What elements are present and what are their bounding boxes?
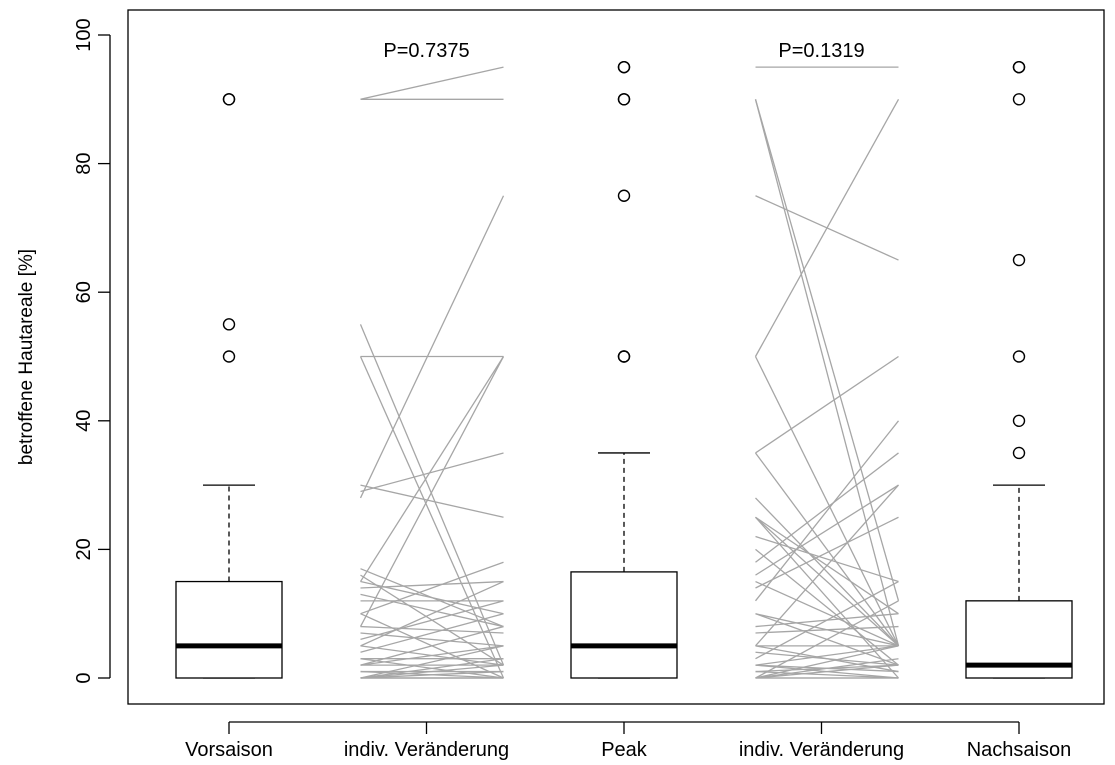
outlier-point (617, 350, 631, 363)
change-line (755, 645, 899, 679)
change-line (755, 664, 899, 679)
change-line (359, 356, 505, 582)
change-line (360, 600, 504, 641)
change-line (755, 516, 899, 647)
boxplots (175, 60, 1073, 679)
outlier-point (1012, 446, 1026, 460)
y-axis-title: betroffene Hautareale [%] (16, 249, 37, 465)
y-axis: 0 20 40 60 80 100 (73, 18, 111, 684)
change-line (754, 98, 900, 357)
y-tick-label: 0 (73, 672, 95, 683)
outlier-point (1012, 253, 1026, 267)
change-line (754, 356, 900, 647)
y-tick-label: 100 (73, 18, 95, 51)
change-line (754, 99, 900, 647)
change-line (360, 66, 504, 100)
change-line (754, 420, 900, 602)
x-axis: Vorsaison indiv. Veränderung Peak indiv. Ve… (185, 721, 1072, 761)
change-line (359, 356, 505, 679)
box-iqr (175, 580, 283, 679)
change-line (360, 632, 504, 647)
outlier-point (222, 93, 236, 106)
change-line (360, 452, 504, 493)
change-line (360, 593, 504, 628)
outlier-point (1012, 93, 1026, 106)
y-tick-label: 60 (73, 281, 95, 303)
change-line (754, 452, 900, 647)
outlier-point (222, 318, 236, 331)
change-line (755, 625, 899, 634)
outlier-point (1012, 414, 1026, 427)
y-tick-label: 20 (73, 538, 95, 560)
change-line (755, 658, 899, 679)
y-tick-label: 40 (73, 410, 95, 432)
change-line (360, 625, 504, 634)
change-line (755, 516, 899, 589)
outlier-point (617, 60, 631, 74)
x-tick-label: Vorsaison (185, 739, 273, 761)
change-line (360, 658, 504, 679)
p-value-annotations: P=0.7375 P=0.1319 (383, 40, 864, 62)
outlier-point (617, 93, 631, 106)
change-line (360, 484, 504, 518)
change-line (360, 613, 504, 679)
change-line (755, 580, 899, 647)
y-tick-label: 80 (73, 152, 95, 174)
outlier-point (1012, 60, 1026, 74)
change-line (360, 670, 504, 679)
change-line (360, 561, 504, 615)
change-line (755, 645, 899, 666)
outlier-point (1012, 350, 1026, 363)
change-line (755, 484, 899, 576)
change-line (360, 580, 504, 647)
p-value-label: P=0.7375 (383, 40, 469, 62)
x-tick-label: Nachsaison (967, 739, 1072, 761)
box-iqr (570, 571, 678, 679)
change-line (359, 195, 505, 499)
change-line (755, 497, 899, 647)
change-line (755, 651, 899, 666)
change-line (360, 613, 504, 653)
change-line (754, 99, 900, 602)
outlier-point (222, 350, 236, 363)
change-line (755, 355, 899, 454)
x-tick-label: indiv. Veränderung (739, 739, 904, 761)
p-value-label: P=0.1319 (778, 40, 864, 62)
x-tick-label: indiv. Veränderung (344, 739, 509, 761)
change-line (360, 568, 504, 628)
individual-change-lines (359, 66, 900, 679)
change-line (359, 356, 505, 627)
outlier-point (617, 189, 631, 202)
change-line (755, 484, 899, 647)
plot-frame (127, 9, 1105, 705)
x-tick-label: Peak (601, 739, 648, 761)
change-line (755, 452, 899, 563)
